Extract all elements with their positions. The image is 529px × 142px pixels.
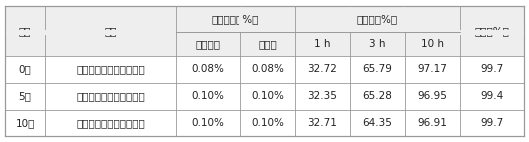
Text: 99.7: 99.7 [480, 118, 503, 128]
Text: 3 h: 3 h [369, 39, 386, 49]
Text: 0天: 0天 [19, 64, 32, 74]
Text: 10天: 10天 [15, 118, 35, 128]
Text: 内容物为类白色球形微丸: 内容物为类白色球形微丸 [76, 118, 145, 128]
Text: 内容物为类白色球形微丸: 内容物为类白色球形微丸 [76, 91, 145, 101]
Text: 32.35: 32.35 [307, 91, 338, 101]
Text: 65.28: 65.28 [362, 91, 393, 101]
Bar [5, 56, 524, 136]
Bar [403, 6, 406, 32]
Text: 99.7: 99.7 [480, 64, 503, 74]
Text: 10 h: 10 h [421, 39, 444, 49]
Text: 0.10%: 0.10% [251, 91, 284, 101]
Text: 96.95: 96.95 [417, 91, 447, 101]
Text: 32.71: 32.71 [307, 118, 338, 128]
Text: 释放度（%）: 释放度（%） [357, 14, 398, 24]
Text: 含量（%）: 含量（%） [475, 26, 509, 36]
Text: 0.08%: 0.08% [251, 64, 284, 74]
Text: 0.10%: 0.10% [191, 91, 224, 101]
Bar [5, 30, 176, 35]
Text: 1 h: 1 h [314, 39, 331, 49]
Text: 5天: 5天 [19, 91, 32, 101]
Bar [5, 6, 524, 56]
Text: 99.4: 99.4 [480, 91, 503, 101]
Bar [348, 6, 351, 32]
Text: 0.08%: 0.08% [191, 64, 224, 74]
Text: 0.10%: 0.10% [251, 118, 284, 128]
Text: 0.10%: 0.10% [191, 118, 224, 128]
Bar [239, 6, 242, 32]
Text: 97.17: 97.17 [417, 64, 447, 74]
Text: 时间: 时间 [19, 26, 31, 36]
Text: 单个杂质: 单个杂质 [196, 39, 221, 49]
Text: 内容物为类白色球形微丸: 内容物为类白色球形微丸 [76, 64, 145, 74]
Text: 32.72: 32.72 [307, 64, 338, 74]
Text: 有关物质（%）: 有关物质（%） [212, 14, 259, 24]
Text: 96.91: 96.91 [417, 118, 447, 128]
Text: 65.79: 65.79 [362, 64, 393, 74]
Text: 64.35: 64.35 [362, 118, 393, 128]
Text: 总杂质: 总杂质 [258, 39, 277, 49]
Bar [460, 30, 524, 35]
Text: 性状: 性状 [104, 26, 117, 36]
